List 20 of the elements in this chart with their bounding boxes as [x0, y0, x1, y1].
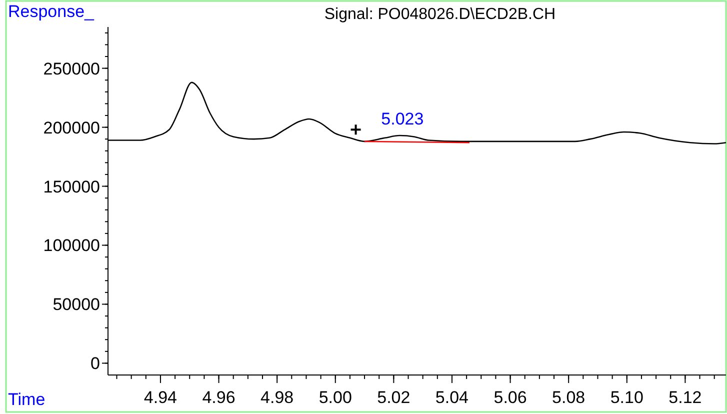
x-tick-label: 5.02	[377, 388, 410, 407]
annotation: 5.023	[381, 109, 424, 128]
y-tick-label: 200000	[43, 118, 100, 138]
chart-title: Signal: PO048026.D\ECD2B.CH	[324, 6, 556, 23]
x-tick-label: 4.94	[144, 388, 178, 407]
y-tick-label: 100000	[43, 236, 100, 256]
x-tick-label: 5.10	[610, 388, 644, 407]
x-tick-label: 4.96	[202, 388, 236, 407]
x-tick-label: 5.00	[318, 388, 352, 407]
x-tick-label: 5.06	[494, 388, 527, 407]
x-tick-label: 5.08	[552, 388, 586, 407]
y-tick-label: 0	[90, 354, 100, 374]
y-tick-label: 150000	[43, 177, 100, 196]
x-tick-label: 5.04	[435, 388, 469, 407]
x-tick-label: 4.98	[260, 388, 294, 407]
y-axis-title: Response_	[8, 2, 95, 21]
y-tick-label: 50000	[52, 295, 100, 314]
x-tick-label: 5.12	[668, 388, 702, 407]
x-axis-title: Time	[8, 390, 46, 409]
y-tick-label: 250000	[43, 59, 100, 78]
